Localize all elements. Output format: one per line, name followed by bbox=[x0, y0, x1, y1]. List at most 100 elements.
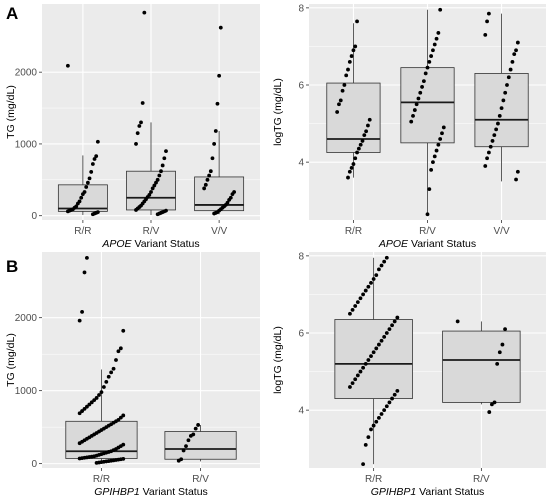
data-point bbox=[514, 177, 518, 182]
data-point bbox=[360, 139, 365, 143]
data-point bbox=[377, 267, 381, 272]
data-point bbox=[337, 102, 341, 107]
data-point bbox=[497, 113, 502, 118]
data-point bbox=[358, 369, 363, 374]
data-point bbox=[366, 435, 371, 440]
data-point bbox=[215, 101, 220, 106]
data-point bbox=[508, 67, 513, 72]
data-point bbox=[116, 349, 121, 354]
data-point bbox=[429, 167, 434, 172]
data-point bbox=[184, 444, 188, 449]
data-point bbox=[85, 404, 89, 409]
data-point bbox=[384, 404, 389, 409]
data-point bbox=[340, 88, 345, 93]
data-point bbox=[346, 175, 350, 180]
data-point bbox=[95, 139, 100, 144]
data-point bbox=[364, 129, 369, 134]
data-point bbox=[483, 32, 488, 37]
data-point bbox=[387, 400, 392, 405]
data-point bbox=[374, 346, 379, 351]
data-point bbox=[155, 177, 160, 182]
data-point bbox=[486, 150, 491, 155]
data-point bbox=[492, 133, 497, 138]
data-point bbox=[348, 385, 352, 389]
y-axis-label: logTG (mg/dL) bbox=[272, 326, 284, 394]
data-point bbox=[434, 148, 439, 153]
box bbox=[326, 82, 381, 153]
x-tick-label: V/V bbox=[211, 226, 227, 237]
data-point bbox=[382, 408, 387, 413]
data-point bbox=[89, 400, 94, 405]
data-point bbox=[512, 52, 517, 57]
data-point bbox=[202, 186, 207, 191]
data-point bbox=[212, 211, 217, 216]
data-point bbox=[84, 185, 89, 189]
data-point bbox=[358, 296, 363, 301]
data-point bbox=[355, 300, 360, 305]
data-point bbox=[75, 201, 80, 206]
data-point bbox=[436, 31, 441, 35]
data-point bbox=[371, 277, 376, 281]
data-point bbox=[431, 48, 435, 53]
data-point bbox=[82, 270, 87, 275]
y-tick-label: 6 bbox=[298, 81, 304, 92]
data-point bbox=[186, 438, 191, 443]
x-axis-label: GPIHBP1 Variant Status bbox=[371, 486, 485, 498]
data-point bbox=[137, 124, 142, 128]
data-point bbox=[164, 149, 168, 154]
data-point bbox=[434, 36, 439, 41]
x-tick-label: R/V bbox=[419, 226, 436, 237]
data-point bbox=[134, 208, 138, 212]
data-point bbox=[427, 187, 432, 192]
data-point bbox=[118, 346, 123, 351]
data-point bbox=[366, 358, 371, 362]
data-point bbox=[392, 392, 397, 397]
data-point bbox=[77, 456, 82, 461]
chart-apoe-logtg: 4 6 8 R/R R/V V/V APOE Variant Status logTG (mg… bbox=[272, 3, 546, 250]
data-point bbox=[349, 166, 354, 170]
data-point bbox=[432, 42, 437, 47]
data-point bbox=[362, 133, 367, 138]
box bbox=[400, 67, 455, 144]
x-tick-label: V/V bbox=[494, 226, 510, 237]
data-point bbox=[85, 255, 89, 260]
data-point bbox=[436, 142, 441, 147]
y-tick-label: 8 bbox=[298, 251, 304, 262]
data-point bbox=[335, 110, 340, 114]
data-point bbox=[348, 311, 352, 316]
data-point bbox=[155, 212, 160, 217]
y-tick-label: 0 bbox=[31, 459, 37, 470]
data-point bbox=[106, 374, 111, 379]
data-point bbox=[349, 54, 354, 58]
data-point bbox=[438, 137, 443, 141]
data-point bbox=[350, 381, 355, 386]
data-point bbox=[369, 427, 373, 432]
data-point bbox=[395, 315, 400, 320]
data-point bbox=[506, 75, 511, 80]
y-axis-label: TG (mg/dL) bbox=[5, 333, 17, 387]
data-point bbox=[227, 198, 232, 202]
data-point bbox=[205, 177, 210, 182]
data-point bbox=[90, 162, 95, 166]
data-point bbox=[154, 180, 158, 185]
data-point bbox=[104, 379, 109, 384]
data-point bbox=[438, 7, 443, 12]
data-point bbox=[101, 385, 106, 389]
data-point bbox=[496, 121, 500, 126]
data-point bbox=[342, 83, 347, 87]
box bbox=[442, 330, 521, 403]
data-point bbox=[500, 342, 505, 347]
data-point bbox=[485, 19, 489, 24]
data-point bbox=[495, 361, 500, 366]
data-point bbox=[440, 131, 444, 136]
data-point bbox=[80, 192, 85, 197]
data-point bbox=[87, 402, 92, 407]
y-tick-label: 0 bbox=[31, 211, 37, 222]
data-point bbox=[355, 373, 360, 378]
data-point bbox=[118, 415, 123, 420]
data-point bbox=[374, 273, 379, 278]
data-point bbox=[497, 350, 502, 355]
data-point bbox=[89, 170, 94, 174]
